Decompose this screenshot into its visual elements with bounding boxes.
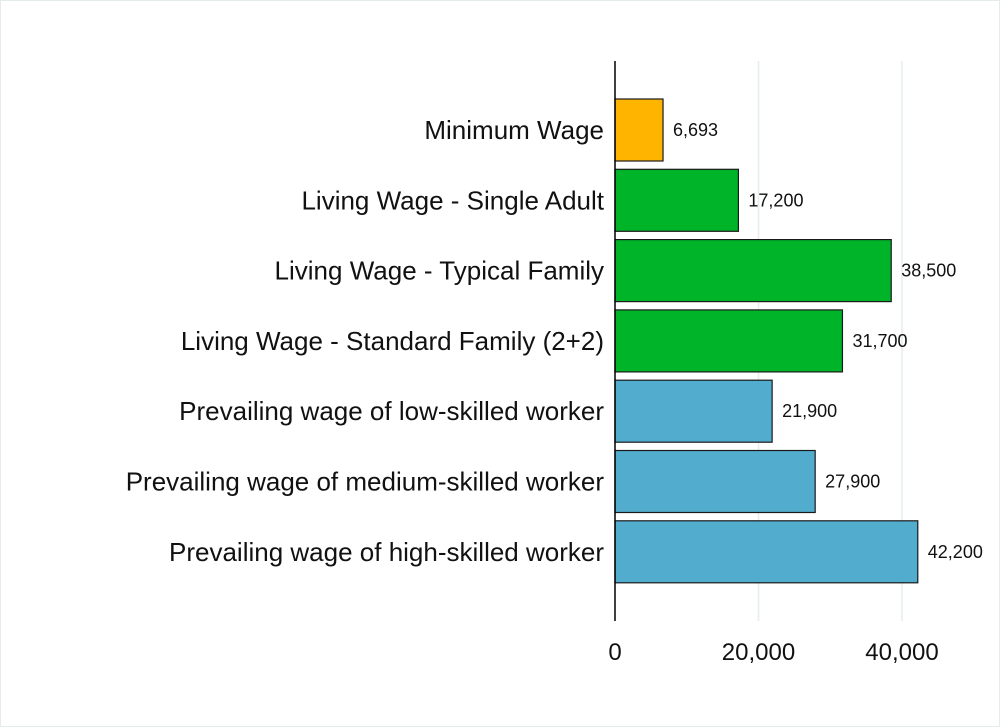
- category-labels: Minimum Wage Living Wage - Single Adult Li…: [126, 115, 605, 567]
- value-label: 38,500: [901, 261, 956, 281]
- x-tick-label: 20,000: [722, 639, 795, 666]
- value-label: 42,200: [928, 542, 983, 562]
- bar: [614, 309, 844, 373]
- category-label: Minimum Wage: [424, 115, 604, 145]
- bar: [614, 98, 664, 162]
- category-label: Living Wage - Standard Family (2+2): [181, 326, 604, 356]
- category-label: Prevailing wage of medium-skilled worker: [126, 467, 605, 497]
- x-tick-labels: 0 20,000 40,000: [608, 639, 938, 666]
- category-label: Prevailing wage of low-skilled worker: [179, 396, 604, 426]
- value-label: 27,900: [825, 472, 880, 492]
- category-label: Living Wage - Single Adult: [301, 185, 604, 215]
- value-labels: 6,693 17,200 38,500 31,700 21,900 27,900 42,20…: [673, 120, 983, 562]
- x-tick-label: 40,000: [865, 639, 938, 666]
- x-tick-label: 0: [608, 639, 621, 666]
- value-label: 31,700: [852, 331, 907, 351]
- value-label: 17,200: [748, 190, 803, 210]
- bars: [614, 98, 919, 584]
- bar: [614, 239, 892, 303]
- value-label: 6,693: [673, 120, 718, 140]
- bar: [614, 520, 919, 584]
- bar: [614, 379, 773, 443]
- category-label: Prevailing wage of high-skilled worker: [169, 537, 604, 567]
- bar: [614, 168, 740, 232]
- category-label: Living Wage - Typical Family: [275, 256, 604, 286]
- bar: [614, 449, 816, 514]
- value-label: 21,900: [782, 401, 837, 421]
